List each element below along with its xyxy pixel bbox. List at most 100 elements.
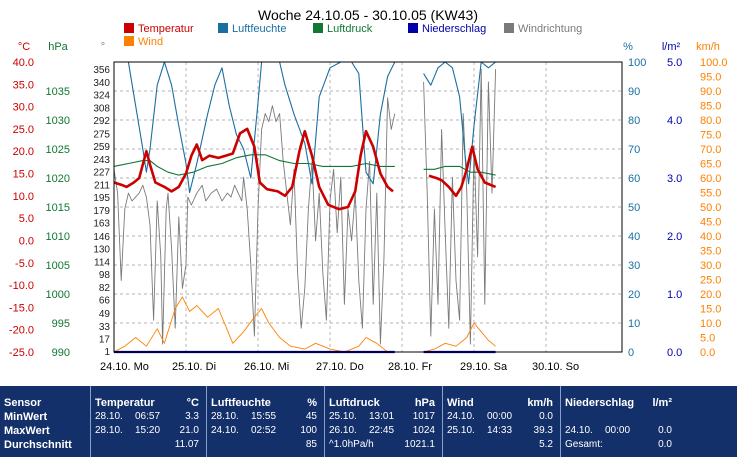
chart-title: Woche 24.10.05 - 30.10.05 (KW43) <box>258 7 478 23</box>
tick-label: 995 <box>52 318 70 330</box>
tick-label: 990 <box>52 347 70 359</box>
tick-label: 75.0 <box>700 130 721 142</box>
tick-label: 114 <box>94 257 110 268</box>
tick-label: 55.0 <box>700 188 721 200</box>
tick-label: 0.0 <box>667 347 682 359</box>
series-line-luftdruck <box>113 154 395 176</box>
wind-min-time: 00:00 <box>487 411 513 422</box>
tick-label: 25.0 <box>700 275 721 287</box>
hum-avg-value: 85 <box>305 439 317 450</box>
tick-label: 1010 <box>46 231 70 243</box>
series-line-luftfeuchte <box>114 61 396 194</box>
tick-label: 17 <box>99 334 111 345</box>
press-min-date: 25.10. <box>329 411 357 422</box>
wind-min-date: 24.10. <box>447 411 475 422</box>
tick-label: 82 <box>99 283 111 294</box>
axis-unit: l/m² <box>662 41 681 53</box>
tick-label: 1 <box>104 347 110 358</box>
hum-max-date: 24.10. <box>211 425 239 436</box>
tick-label: 1005 <box>46 260 70 272</box>
luftdruck-unit: hPa <box>414 397 435 409</box>
rain-total-label: Gesamt: <box>565 439 603 450</box>
sensor-header: Sensor <box>4 397 42 409</box>
axis-unit: ° <box>101 41 105 53</box>
tick-label: 1035 <box>46 86 70 98</box>
tick-label: 5.0 <box>700 333 715 345</box>
tick-label: 20.0 <box>700 289 721 301</box>
series-line-temperatur <box>428 145 497 198</box>
tick-label: 90 <box>628 86 640 98</box>
tick-label: 1025 <box>46 144 70 156</box>
temperatur-unit: °C <box>186 397 199 409</box>
tick-label: 15.0 <box>13 169 34 181</box>
wind-max-date: 25.10. <box>447 425 475 436</box>
temp-min-time: 06:57 <box>135 411 161 422</box>
tick-label: 35.0 <box>700 246 721 258</box>
tick-label: -15.0 <box>9 302 34 314</box>
tick-label: 15.0 <box>700 304 721 316</box>
tick-label: 308 <box>93 103 110 114</box>
tick-label: 2.0 <box>667 231 682 243</box>
luftdruck-column: Luftdruck hPa 25.10. 13:01 1017 26.10. 22:45… <box>324 386 441 457</box>
tick-label: 30.0 <box>700 260 721 272</box>
tick-label: 25.0 <box>13 124 34 136</box>
niederschlag-header: Niederschlag <box>565 397 635 409</box>
tick-label: 66 <box>99 296 111 307</box>
day-label: 24.10. Mo <box>100 361 149 373</box>
tick-label: -20.0 <box>9 325 34 337</box>
axis-unit-labels: °C hPa °% l/m² km/h <box>18 41 720 53</box>
legend-label: Luftdruck <box>327 23 373 35</box>
axis-unit: hPa <box>48 41 68 53</box>
press-max-date: 26.10. <box>329 425 357 436</box>
tick-label: 4.0 <box>667 115 682 127</box>
hum-min-value: 45 <box>305 411 317 422</box>
tick-label: 146 <box>93 232 110 243</box>
legend-label: Temperatur <box>138 23 194 35</box>
tick-label: 40.0 <box>700 231 721 243</box>
tick-label: 98 <box>99 270 111 281</box>
luftfeuchte-column: Luftfeuchte% 28.10. 15:55 45 24.10. 02:52 10… <box>206 386 323 457</box>
tick-label: 70 <box>628 144 640 156</box>
series-line-luftdruck <box>423 165 496 176</box>
tick-label: 50.0 <box>700 202 721 214</box>
series-line-temperatur <box>113 127 394 211</box>
tick-label: 163 <box>93 218 110 229</box>
wind-unit: km/h <box>527 397 553 409</box>
legend-swatch <box>313 23 323 33</box>
temp-min-value: 3.3 <box>185 411 199 422</box>
rain-max-date: 24.10. <box>565 425 593 436</box>
tick-label: 179 <box>93 206 110 217</box>
legend-label: Niederschlag <box>422 23 486 35</box>
tick-label: 100.0 <box>700 57 728 69</box>
wind-header: Wind <box>447 397 474 409</box>
tick-label: 0.0 <box>19 235 34 247</box>
tick-label: 10 <box>628 318 640 330</box>
day-label: 30.10. So <box>532 361 579 373</box>
legend-label: Windrichtung <box>518 23 582 35</box>
legend-swatch <box>124 36 134 46</box>
wind-column: Wind km/h 24.10. 00:00 0.0 25.10. 14:33 39.3 … <box>442 386 559 457</box>
luftdruck-header: Luftdruck <box>329 397 380 409</box>
luftfeuchte-unit: % <box>307 397 317 409</box>
wind-min-value: 0.0 <box>539 411 553 422</box>
tick-label: 324 <box>93 91 110 102</box>
grid <box>114 62 622 352</box>
tick-label: 3.0 <box>667 173 682 185</box>
rain-max-value: 0.0 <box>658 425 672 436</box>
plot-frame <box>113 61 623 353</box>
axis-ticks: 40.035.030.025.020.015.010.05.00.0-5.0-1… <box>9 57 728 359</box>
tick-label: -25.0 <box>9 347 34 359</box>
weather-chart: Woche 24.10.05 - 30.10.05 (KW43) Tempera… <box>9 7 728 373</box>
tick-label: 60.0 <box>700 173 721 185</box>
tick-label: 0 <box>628 347 634 359</box>
wind-avg-value: 5.2 <box>539 439 553 450</box>
day-label: 29.10. Sa <box>460 361 508 373</box>
tick-label: 20.0 <box>13 146 34 158</box>
wind-max-value: 39.3 <box>533 425 553 436</box>
temperatur-column: Temperatur °C 28.10. 06:57 3.3 28.10. 15:20 2… <box>90 386 205 457</box>
tick-label: 1.0 <box>667 289 682 301</box>
day-label: 27.10. Do <box>316 361 364 373</box>
tick-label: 275 <box>93 130 110 141</box>
tick-label: 95.0 <box>700 72 721 84</box>
press-trend: ^1.0hPa/h <box>329 439 374 450</box>
